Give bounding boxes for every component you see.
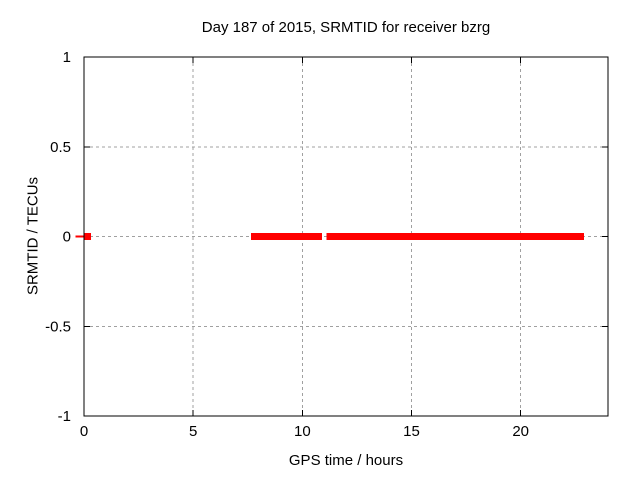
plot-border [83, 56, 609, 417]
y-tick-label: 1 [63, 49, 71, 66]
data-point [83, 233, 91, 240]
y-tick-label: -0.5 [45, 318, 71, 335]
y-tick-label: 0.5 [50, 139, 71, 156]
x-tick-label: 20 [512, 423, 529, 440]
y-tick-label: -1 [58, 408, 71, 425]
x-tick-label: 10 [294, 423, 311, 440]
x-tick-label: 15 [403, 423, 420, 440]
chart-title: Day 187 of 2015, SRMTID for receiver bzr… [201, 19, 491, 36]
x-tick-label: 5 [189, 423, 197, 440]
y-tick-label: 0 [63, 229, 71, 246]
x-axis-label: GPS time / hours [288, 452, 404, 469]
x-tick-label: 0 [80, 423, 88, 440]
